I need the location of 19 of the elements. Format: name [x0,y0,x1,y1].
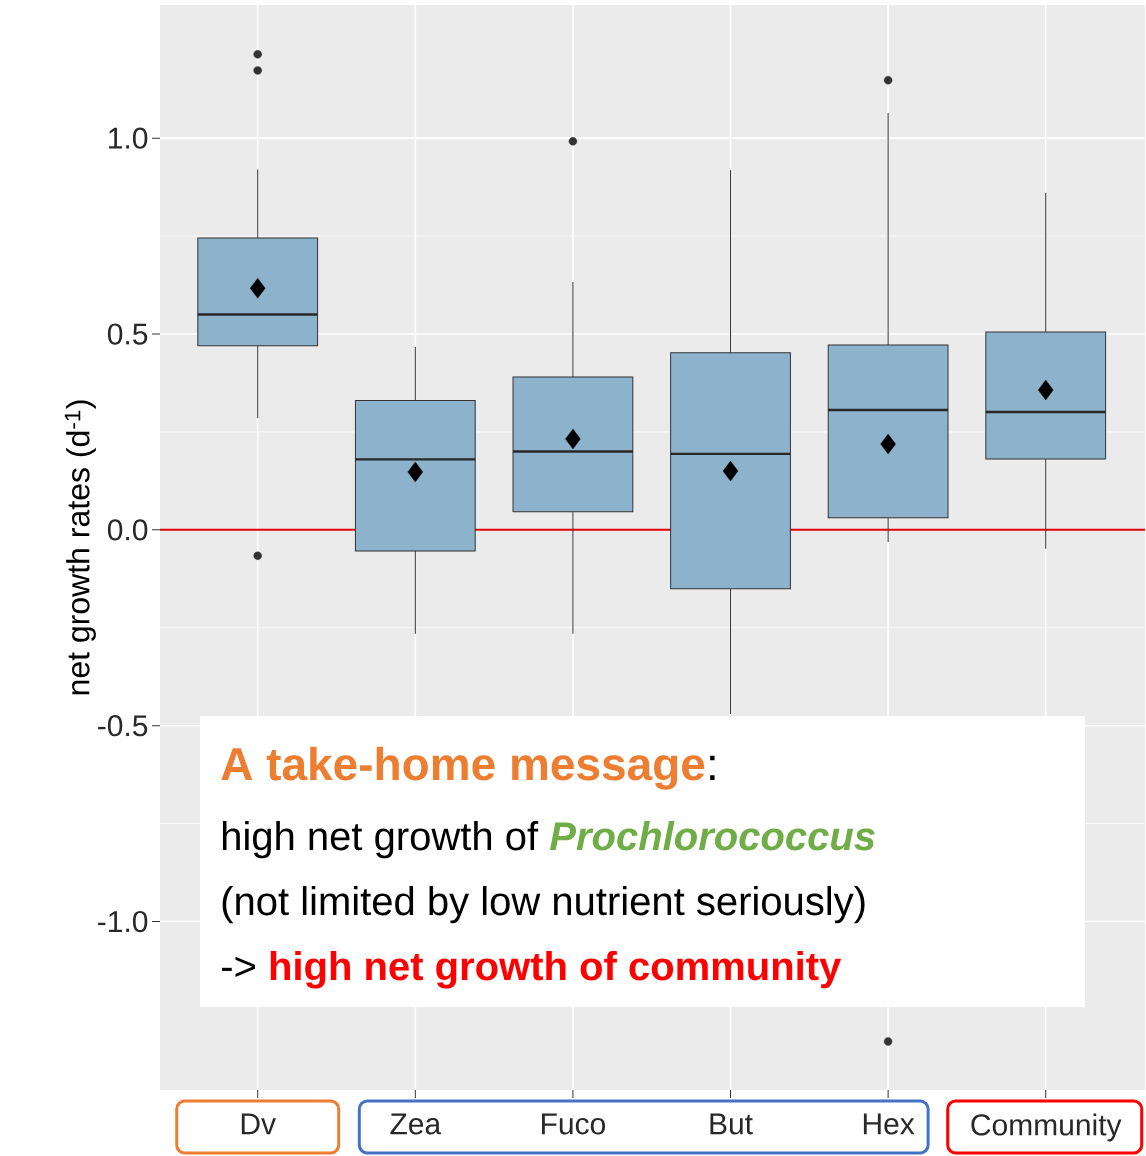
y-tick-label: -1.0 [98,910,148,933]
y-tick-label: 0.0 [107,519,148,541]
annotation: : [710,755,715,780]
x-tick-label: Zea [390,1113,442,1135]
x-tick-label: Dv [241,1113,276,1135]
annotation: (not limited by low nutrient seriously) [222,886,865,924]
x-tick-label: Fuco [542,1113,606,1135]
y-tick-label: -0.5 [98,715,148,737]
annotation: high net growth of community [270,951,842,989]
y-tick-label: 0.5 [107,323,148,345]
annotation: A take-home message [221,746,705,790]
annotation: high net growth of [222,821,539,859]
x-tick-label: Community [971,1113,1122,1142]
annotation: Prochlorococcus [550,821,875,851]
x-tick-label: Hex [863,1113,915,1135]
x-tick-label: But [710,1113,753,1135]
annotation: -> [221,956,255,977]
y-tick-label: 1.0 [109,127,148,149]
y-axis-title: net growth rates (d$^{-1}$) [64,400,96,695]
